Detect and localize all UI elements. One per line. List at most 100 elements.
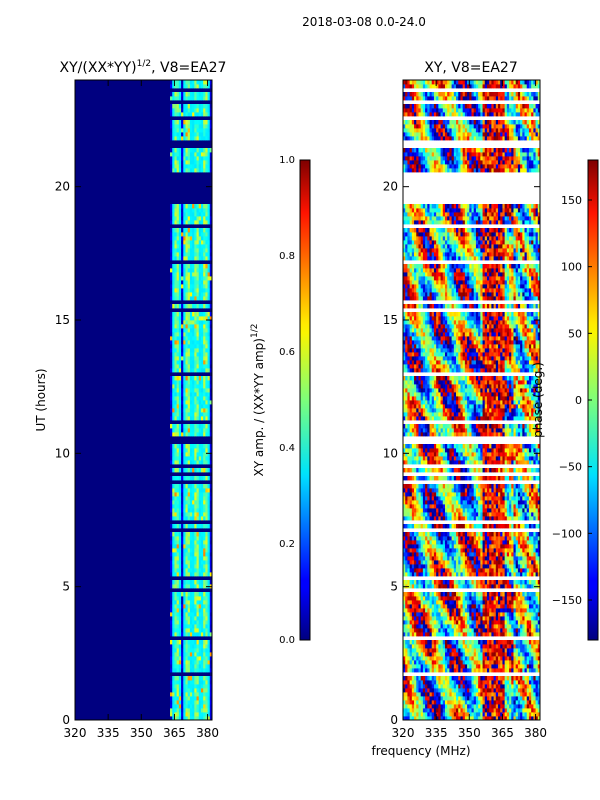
panel2-cell bbox=[444, 692, 448, 697]
panel2-cell bbox=[422, 548, 426, 553]
panel1-cell bbox=[172, 240, 175, 245]
panel2-cell bbox=[458, 680, 461, 685]
panel1-cell bbox=[198, 664, 202, 669]
panel2-cell bbox=[537, 604, 540, 609]
panel2-cell bbox=[482, 544, 486, 549]
panel1-cell bbox=[200, 716, 204, 720]
panel1-cell bbox=[189, 236, 193, 241]
panel1-cell bbox=[174, 392, 178, 397]
panel2-cell bbox=[535, 628, 539, 633]
panel1-cell bbox=[185, 684, 189, 689]
panel2-cell bbox=[528, 644, 532, 649]
panel1-cell bbox=[203, 132, 206, 137]
panel1-cell bbox=[203, 320, 206, 325]
panel2-cell bbox=[522, 680, 525, 685]
panel1-cell bbox=[209, 652, 212, 657]
panel1-cell bbox=[178, 632, 182, 637]
panel1-cell bbox=[189, 688, 193, 693]
panel2-cell bbox=[436, 668, 439, 673]
panel1-cell bbox=[178, 516, 182, 521]
panel1-cell bbox=[174, 312, 178, 317]
panel1-cell bbox=[198, 276, 202, 281]
panel1-cell bbox=[187, 396, 191, 401]
panel2-cell bbox=[535, 712, 539, 717]
panel1-cell bbox=[183, 156, 186, 161]
panel1-cell bbox=[174, 484, 178, 489]
panel2-cell bbox=[420, 604, 424, 609]
panel1-cell bbox=[183, 468, 186, 473]
panel1-cell bbox=[205, 612, 208, 617]
panel1-cell bbox=[183, 584, 186, 589]
panel1-cell bbox=[187, 384, 191, 389]
panel2-cell bbox=[453, 580, 457, 585]
panel2-cell bbox=[526, 668, 530, 673]
panel1-cell bbox=[203, 660, 206, 665]
panel2-cell bbox=[425, 596, 428, 601]
panel2-cell bbox=[425, 580, 428, 585]
panel1-cell bbox=[200, 516, 204, 521]
panel2-cell bbox=[453, 696, 457, 701]
panel2-cell bbox=[478, 696, 481, 701]
panel2-cell bbox=[418, 572, 422, 577]
panel2-cell bbox=[447, 556, 450, 561]
panel1-cell bbox=[205, 560, 208, 565]
panel1-cell bbox=[200, 128, 204, 133]
panel1-cell bbox=[189, 360, 193, 365]
panel1-cell bbox=[198, 312, 202, 317]
panel2-cell bbox=[531, 644, 534, 649]
panel1-cell bbox=[196, 240, 200, 245]
panel1-cell bbox=[185, 492, 189, 497]
panel2-cell bbox=[535, 696, 539, 701]
panel2-cell bbox=[526, 680, 530, 685]
panel1-cell bbox=[198, 348, 202, 353]
panel2-cell bbox=[407, 656, 411, 661]
panel2-cell bbox=[528, 664, 532, 669]
panel2-cell bbox=[447, 596, 450, 601]
panel2-cell bbox=[528, 716, 532, 720]
panel2-cell bbox=[515, 628, 519, 633]
panel1-cell bbox=[209, 348, 212, 353]
panel1-cell bbox=[198, 316, 202, 321]
panel2-cell bbox=[409, 580, 413, 585]
panel2-cell bbox=[433, 712, 437, 717]
panel2-cell bbox=[535, 692, 539, 697]
panel2-cell bbox=[486, 712, 490, 717]
panel2-cell bbox=[493, 556, 497, 561]
panel1-cell bbox=[205, 604, 208, 609]
panel1-cell bbox=[194, 344, 197, 349]
panel2-cell bbox=[504, 716, 508, 720]
panel2-cell bbox=[422, 560, 426, 565]
panel2-cell bbox=[458, 600, 461, 605]
panel1-cell bbox=[183, 272, 186, 277]
panel2-cell bbox=[531, 620, 534, 625]
panel2-cell bbox=[473, 680, 477, 685]
panel1-cell bbox=[198, 596, 202, 601]
panel1-cell bbox=[185, 612, 189, 617]
panel1-cell bbox=[209, 684, 212, 689]
panel2-cell bbox=[458, 676, 461, 681]
panel1-cell bbox=[189, 212, 193, 217]
panel2-cell bbox=[431, 644, 435, 649]
panel1-cell bbox=[198, 80, 202, 85]
panel2-cell bbox=[409, 656, 413, 661]
panel2-cell bbox=[522, 692, 525, 697]
panel1-cell bbox=[207, 564, 211, 569]
panel2-cell bbox=[416, 700, 419, 705]
panel1-cell bbox=[207, 328, 211, 333]
panel1-cell bbox=[176, 652, 180, 657]
panel2-cell bbox=[473, 620, 477, 625]
panel1-cell bbox=[189, 368, 193, 373]
panel1-cell bbox=[203, 148, 206, 153]
panel1-cell bbox=[196, 516, 200, 521]
panel2-cell bbox=[420, 696, 424, 701]
panel1-cell bbox=[194, 416, 197, 421]
panel2-cell bbox=[511, 652, 514, 657]
panel2-cell bbox=[522, 648, 525, 653]
panel2-cell bbox=[467, 592, 470, 597]
panel1-cell bbox=[170, 628, 173, 633]
panel1-cell bbox=[209, 396, 212, 401]
panel2-cell bbox=[407, 644, 411, 649]
panel1-cell bbox=[194, 228, 197, 233]
panel1-cell bbox=[200, 644, 204, 649]
panel1-cell bbox=[198, 400, 202, 405]
